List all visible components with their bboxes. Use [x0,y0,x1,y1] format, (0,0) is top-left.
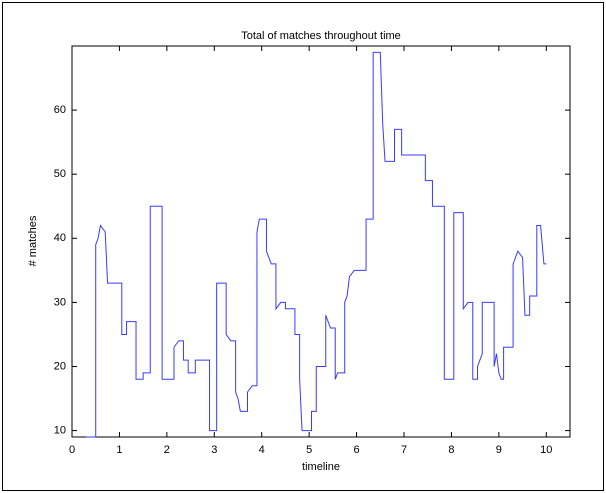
y-tick-label: 20 [54,360,66,372]
y-tick-label: 60 [54,104,66,116]
y-axis-label: # matches [27,215,39,266]
y-tick-label: 50 [54,168,66,180]
x-tick-label: 9 [496,444,502,456]
x-tick-label: 3 [211,444,217,456]
chart-title: Total of matches throughout time [241,30,401,42]
x-tick-label: 10 [540,444,552,456]
x-tick-label: 2 [164,444,170,456]
x-tick-label: 0 [69,444,75,456]
x-tick-label: 1 [116,444,122,456]
y-tick-label: 40 [54,232,66,244]
y-tick-label: 10 [54,424,66,436]
y-tick-label: 30 [54,296,66,308]
data-line [86,51,547,438]
x-tick-label: 5 [306,444,312,456]
x-tick-label: 7 [401,444,407,456]
x-tick-label: 4 [259,444,265,456]
axes-box [71,45,571,438]
x-axis-label: timeline [302,461,340,473]
x-tick-label: 6 [354,444,360,456]
x-tick-label: 8 [448,444,454,456]
